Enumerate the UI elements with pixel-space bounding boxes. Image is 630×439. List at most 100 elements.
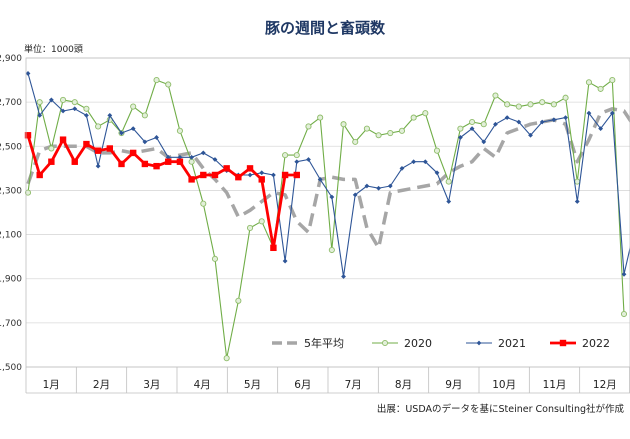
data-point xyxy=(539,99,546,106)
data-point xyxy=(515,103,522,110)
data-point xyxy=(246,165,254,172)
legend-label: 5年平均 xyxy=(304,336,344,350)
data-point xyxy=(317,114,324,121)
data-point xyxy=(317,176,323,182)
series-layer xyxy=(24,71,630,362)
data-point xyxy=(399,165,405,171)
data-point xyxy=(246,224,254,231)
data-point xyxy=(106,145,114,152)
data-point xyxy=(492,92,499,99)
source-note: 出展：USDAのデータを基にSteiner Consulting社が作成 xyxy=(377,403,625,415)
legend-label: 2021 xyxy=(498,337,526,350)
data-point xyxy=(410,114,417,121)
data-point xyxy=(469,118,476,126)
data-point xyxy=(48,145,55,152)
data-point xyxy=(352,138,359,145)
legend-label: 2022 xyxy=(582,337,610,350)
data-point xyxy=(306,157,311,162)
data-point xyxy=(211,171,219,179)
data-point xyxy=(469,126,475,132)
data-point xyxy=(48,97,54,103)
data-point xyxy=(481,139,487,145)
data-point xyxy=(281,171,289,179)
data-point xyxy=(433,147,441,154)
series-3 xyxy=(24,132,300,252)
data-point xyxy=(223,355,230,362)
data-point xyxy=(363,125,370,132)
data-point xyxy=(95,163,101,169)
data-point xyxy=(71,158,78,165)
month-tick-label: 4月 xyxy=(194,379,211,391)
data-point xyxy=(83,140,90,148)
month-tick-label: 11月 xyxy=(543,379,567,391)
data-point xyxy=(586,110,592,116)
month-tick-label: 1月 xyxy=(43,379,60,391)
data-point xyxy=(177,154,183,160)
data-point xyxy=(142,139,148,145)
data-point xyxy=(153,77,160,84)
data-point xyxy=(71,99,78,106)
unit-label: 単位：1000頭 xyxy=(24,43,83,55)
data-point xyxy=(36,99,43,106)
data-point xyxy=(235,173,242,181)
y-tick-label: 2,500 xyxy=(0,142,22,152)
data-point xyxy=(271,172,276,178)
data-point xyxy=(352,192,358,198)
series-2 xyxy=(25,71,630,279)
data-point xyxy=(130,126,136,132)
y-tick-label: 1,500 xyxy=(0,363,22,373)
data-point xyxy=(59,136,67,143)
data-point xyxy=(597,85,604,92)
y-tick-label: 1,700 xyxy=(0,319,22,329)
chart-title: 豚の週間と畜頭数 xyxy=(265,19,386,37)
month-tick-label: 2月 xyxy=(93,379,110,391)
data-point xyxy=(176,158,184,165)
data-point xyxy=(259,170,265,176)
data-point xyxy=(493,121,498,127)
month-tick-label: 8月 xyxy=(395,379,412,391)
data-point xyxy=(504,115,510,120)
data-point xyxy=(200,200,207,207)
data-point xyxy=(585,79,592,86)
data-point xyxy=(294,159,300,165)
data-point xyxy=(212,157,218,162)
legend-marker xyxy=(476,340,482,346)
data-point xyxy=(94,147,102,154)
data-point xyxy=(504,101,511,108)
data-point xyxy=(609,77,616,84)
data-point xyxy=(446,199,452,204)
data-point xyxy=(153,162,160,170)
data-point xyxy=(129,149,137,157)
data-point xyxy=(422,159,428,165)
data-point xyxy=(141,112,148,119)
data-point xyxy=(188,176,195,183)
y-tick-label: 2,700 xyxy=(0,98,22,108)
data-point xyxy=(165,154,171,160)
month-tick-label: 10月 xyxy=(492,379,516,391)
data-point xyxy=(176,127,183,134)
data-point xyxy=(329,194,335,200)
data-point xyxy=(130,103,137,110)
data-point xyxy=(189,154,195,160)
data-point xyxy=(37,112,43,118)
data-point xyxy=(200,171,207,179)
data-point xyxy=(598,126,604,132)
data-point xyxy=(562,94,569,101)
data-point xyxy=(25,71,31,76)
month-tick-label: 12月 xyxy=(593,379,617,391)
month-tick-label: 7月 xyxy=(345,379,362,391)
data-point xyxy=(563,115,568,120)
y-axis: 1,500 1,700 1,900 2,100 2,300 2,500 2,700 2,900 xyxy=(0,54,22,373)
data-point xyxy=(188,158,195,165)
data-point xyxy=(457,125,464,132)
data-point xyxy=(60,96,67,103)
data-point xyxy=(341,274,346,279)
data-point xyxy=(84,112,89,118)
data-point xyxy=(282,258,288,264)
data-point xyxy=(258,176,265,183)
data-point xyxy=(36,171,43,179)
data-point xyxy=(60,108,66,114)
data-point xyxy=(119,130,124,136)
data-point xyxy=(574,178,581,185)
